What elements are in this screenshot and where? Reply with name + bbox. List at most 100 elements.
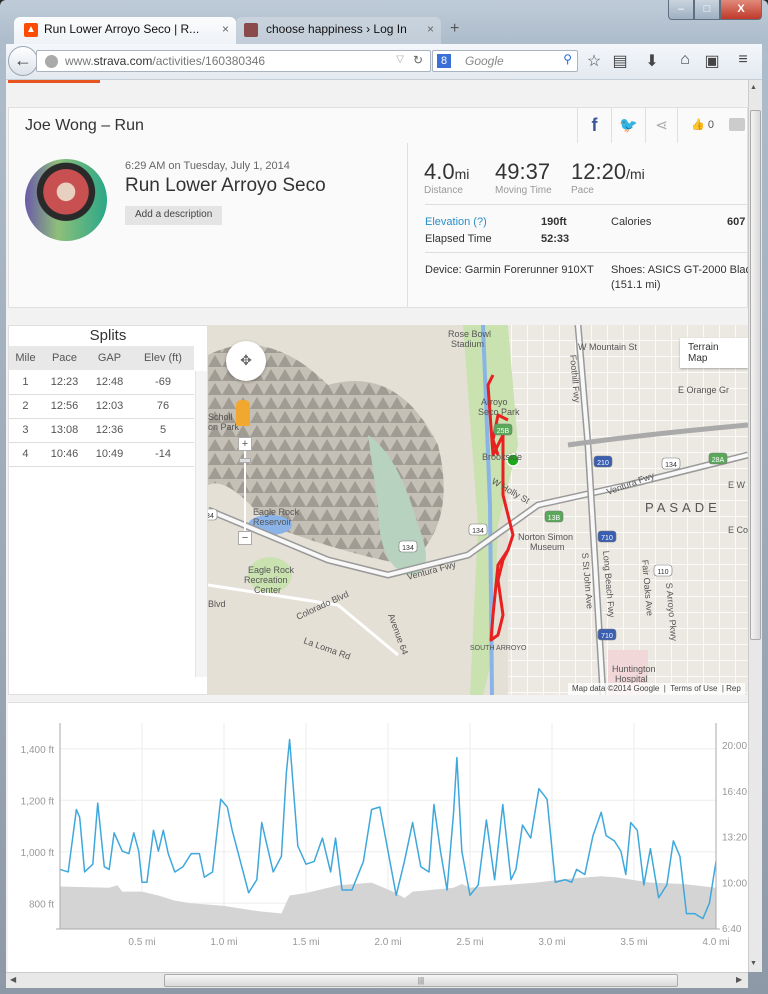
- table-cell: 76: [132, 394, 194, 419]
- elevation-help-link[interactable]: Elevation (?): [425, 216, 487, 228]
- splits-panel: Splits Mile Pace GAP Elev (ft) 1 12:23 12:48-…: [8, 325, 208, 695]
- column-header: Mile: [15, 352, 36, 364]
- add-description-button[interactable]: Add a description: [125, 206, 223, 225]
- activity-header: Joe Wong – Run f 🐦 ⋖ 👍 0: [8, 107, 748, 144]
- evernote-icon[interactable]: ▣: [704, 53, 720, 70]
- pace-line: [59, 738, 717, 920]
- back-button[interactable]: ←: [8, 46, 38, 76]
- splits-title: Splits: [89, 327, 127, 344]
- zoom-out-button[interactable]: −: [238, 531, 252, 545]
- table-cell: 1: [9, 370, 42, 395]
- download-icon[interactable]: ⬇: [645, 53, 659, 70]
- elevation-area: [60, 876, 716, 929]
- right-tick-label: 10:00: [722, 878, 747, 889]
- map-label: Reservoir: [253, 517, 292, 527]
- map-label: Arroyo: [481, 397, 508, 407]
- tab-strava[interactable]: ▲ Run Lower Arroyo Seco | R... ×: [14, 17, 236, 45]
- table-cell: -14: [132, 442, 194, 467]
- avatar[interactable]: [25, 159, 107, 241]
- globe-icon: [45, 55, 58, 68]
- recreation-center-park: [248, 557, 292, 593]
- x-tick-label: 1.5 mi: [292, 937, 319, 948]
- close-window-button[interactable]: X: [720, 0, 762, 20]
- scroll-up-arrow[interactable]: ▲: [750, 84, 757, 91]
- map-label: Fair Oaks Ave: [640, 559, 655, 616]
- menu-icon[interactable]: ≡: [738, 51, 748, 68]
- zoom-slider-handle[interactable]: [239, 458, 251, 463]
- tab-choose-happiness[interactable]: choose happiness › Log In ×: [236, 17, 441, 45]
- ventura-fwy-inner: [208, 453, 748, 578]
- search-icon[interactable]: ⚲: [563, 52, 572, 66]
- terrain-map-button[interactable]: Terrain Map: [680, 338, 748, 368]
- close-tab-icon[interactable]: ×: [426, 22, 434, 36]
- table-cell: 10:46: [41, 442, 87, 467]
- navigation-toolbar: ← www.strava.com/activities/160380346 ▽ …: [6, 44, 762, 80]
- table-cell: 10:49: [86, 442, 132, 467]
- bookmarks-list-icon[interactable]: ▤: [612, 53, 628, 70]
- map-label: Foothill Fwy: [568, 354, 582, 403]
- map-label: Eagle Rock: [253, 507, 300, 517]
- route-shield-label: 710: [601, 633, 613, 640]
- search-placeholder: Google: [465, 54, 504, 68]
- splits-scrollbar[interactable]: [195, 371, 207, 677]
- shoes-distance: (151.1 mi): [611, 279, 661, 291]
- route-shield-label: 13B: [548, 515, 561, 522]
- search-bar[interactable]: 8 Google ⚲: [432, 50, 578, 72]
- kudos-button[interactable]: 👍 0: [677, 108, 727, 143]
- route-shield-label: 710: [601, 535, 613, 542]
- table-row: 3 13:08 12:36 5: [9, 418, 194, 443]
- map-label: W Mountain St: [578, 342, 638, 352]
- table-row: 4 10:46 10:49 -14: [9, 442, 194, 467]
- route-shield-label: 28A: [712, 457, 725, 464]
- twitter-icon[interactable]: 🐦: [611, 108, 645, 143]
- x-tick-label: 2.0 mi: [374, 937, 401, 948]
- street-view-pegman-icon[interactable]: [236, 400, 250, 426]
- x-tick-label: 2.5 mi: [456, 937, 483, 948]
- bookmark-star-icon[interactable]: ☆: [586, 53, 602, 70]
- table-row: 2 12:56 12:03 76: [9, 394, 194, 419]
- report-link[interactable]: Rep: [726, 684, 741, 693]
- zoom-slider[interactable]: [244, 451, 246, 531]
- map-attribution: Map data ©2014 Google | Terms of Use | R…: [568, 683, 745, 695]
- map-label: Recreation: [244, 575, 288, 585]
- route-map[interactable]: Rose Bowl Stadium Arroyo Seco Park Brookside…: [208, 325, 748, 695]
- horizontal-scrollbar[interactable]: ◀ ||| ▶: [6, 972, 748, 988]
- site-favicon-icon: [244, 23, 258, 37]
- pan-control[interactable]: ✥: [226, 341, 266, 381]
- zoom-in-button[interactable]: +: [238, 437, 252, 451]
- vertical-scroll-thumb[interactable]: [750, 110, 761, 640]
- reload-icon[interactable]: ↻: [412, 53, 423, 67]
- map-label: Museum: [530, 542, 565, 552]
- share-icon[interactable]: ⋖: [645, 108, 677, 143]
- scroll-down-arrow[interactable]: ▼: [750, 960, 757, 967]
- close-tab-icon[interactable]: ×: [221, 22, 229, 36]
- chart-svg: 0.5 mi 1.0 mi 1.5 mi 2.0 mi 2.5 mi 3.0 mi 3.5 …: [21, 723, 747, 948]
- x-tick-label: 0.5 mi: [128, 937, 155, 948]
- comment-icon[interactable]: [729, 118, 745, 131]
- url-domain: strava.com: [93, 54, 153, 68]
- column-header: Pace: [51, 352, 78, 364]
- route-shield-label: 134: [665, 462, 677, 469]
- maximize-button[interactable]: □: [694, 0, 720, 20]
- url-bar[interactable]: www.strava.com/activities/160380346 ▽ ↻: [36, 50, 431, 72]
- horizontal-scroll-thumb[interactable]: |||: [164, 974, 678, 987]
- minimize-button[interactable]: –: [668, 0, 694, 20]
- page-content: Joe Wong – Run f 🐦 ⋖ 👍 0 6:29 AM on Tues…: [6, 80, 748, 972]
- home-icon[interactable]: ⌂: [680, 51, 690, 68]
- route-shield: [653, 564, 673, 577]
- dropdown-icon[interactable]: ▽: [396, 54, 404, 65]
- attribution-text: Map data ©2014 Google: [572, 684, 660, 693]
- left-tick-label: 1,400 ft: [21, 745, 55, 756]
- terms-link[interactable]: Terms of Use: [670, 684, 718, 693]
- facebook-icon[interactable]: f: [577, 108, 611, 143]
- new-tab-button[interactable]: +: [450, 20, 460, 37]
- elevation-value: 190ft: [541, 216, 567, 228]
- google-icon[interactable]: 8: [437, 54, 451, 68]
- map-label: SOUTH ARROYO: [470, 645, 527, 652]
- scroll-left-arrow[interactable]: ◀: [10, 975, 17, 984]
- table-cell: 12:03: [86, 394, 132, 419]
- vertical-scrollbar[interactable]: ▲ ▼: [748, 80, 762, 972]
- scroll-right-arrow[interactable]: ▶: [736, 975, 743, 984]
- map-label: Seco Park: [478, 407, 520, 417]
- map-label: Center: [254, 585, 281, 595]
